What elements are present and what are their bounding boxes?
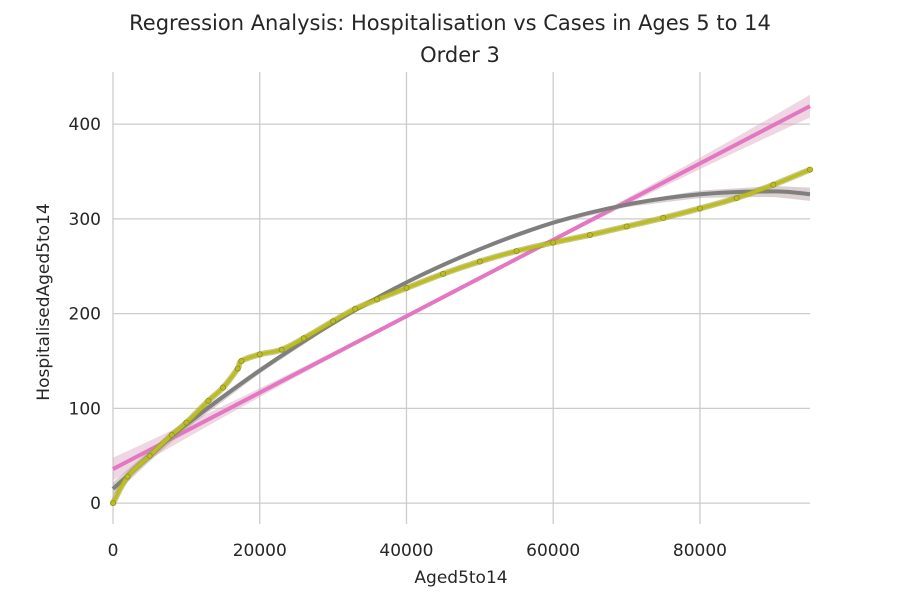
y-tick-label: 300 bbox=[69, 210, 101, 230]
scatter-point bbox=[660, 214, 667, 221]
scatter-point bbox=[205, 397, 212, 404]
scatter-point bbox=[183, 419, 190, 426]
y-tick-label: 200 bbox=[69, 305, 101, 325]
scatter-point bbox=[770, 181, 777, 188]
scatter-point bbox=[696, 205, 703, 212]
scatter-point bbox=[374, 296, 381, 303]
x-tick-label: 60000 bbox=[526, 541, 580, 561]
x-tick-label: 20000 bbox=[233, 541, 287, 561]
x-tick-label: 0 bbox=[108, 541, 119, 561]
scatter-point bbox=[234, 365, 241, 372]
scatter-point bbox=[807, 166, 814, 173]
scatter-point bbox=[623, 223, 630, 230]
scatter-point bbox=[352, 305, 359, 312]
regression-line bbox=[112, 104, 811, 471]
y-axis-label: HospitalisedAged5to14 bbox=[34, 203, 54, 400]
scatter-point bbox=[146, 452, 153, 459]
scatter-point bbox=[550, 239, 557, 246]
scatter-point bbox=[330, 318, 337, 325]
scatter-point bbox=[586, 231, 593, 238]
y-tick-label: 400 bbox=[69, 115, 101, 135]
scatter-point bbox=[300, 335, 307, 342]
x-tick-label: 40000 bbox=[379, 541, 433, 561]
scatter-point bbox=[513, 248, 520, 255]
plot-series bbox=[110, 94, 814, 507]
scatter-point bbox=[168, 431, 175, 438]
scatter-point bbox=[403, 285, 410, 292]
y-tick-label: 100 bbox=[69, 399, 101, 419]
tick-labels: 0 20000 40000 60000 80000 0 100 200 300 400 bbox=[69, 115, 727, 561]
scatter-point bbox=[733, 195, 740, 202]
chart-title: Regression Analysis: Hospitalisation vs … bbox=[129, 11, 771, 35]
chart-subtitle: Order 3 bbox=[420, 43, 500, 67]
scatter-point bbox=[256, 351, 263, 358]
x-tick-label: 80000 bbox=[673, 541, 727, 561]
scatter-point bbox=[124, 473, 131, 480]
scatter-point bbox=[440, 270, 447, 277]
scatter-point bbox=[476, 258, 483, 265]
plot-area bbox=[113, 72, 810, 524]
scatter-point bbox=[220, 384, 227, 391]
x-axis-label: Aged5to14 bbox=[414, 568, 507, 588]
scatter-point bbox=[238, 358, 245, 365]
scatter-point bbox=[110, 500, 117, 507]
y-tick-label: 0 bbox=[90, 494, 101, 514]
scatter-point bbox=[278, 346, 285, 353]
